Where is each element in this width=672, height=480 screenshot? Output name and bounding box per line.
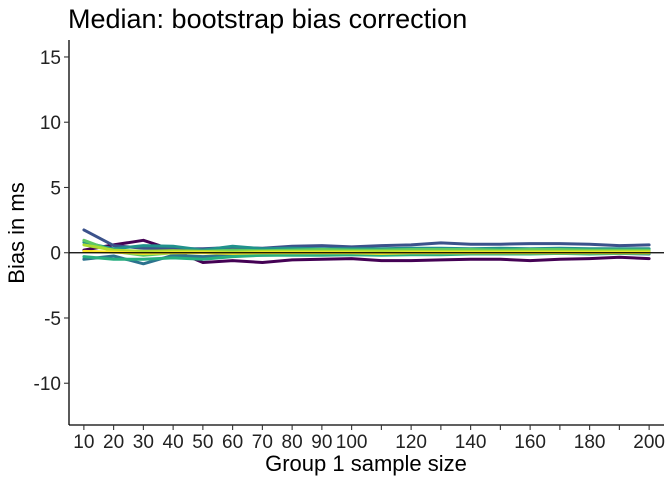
x-tick-label: 30 xyxy=(133,432,154,453)
x-tick-label: 180 xyxy=(574,432,606,453)
x-tick-label: 100 xyxy=(336,432,368,453)
y-axis-title: Bias in ms xyxy=(4,182,29,283)
y-tick-label: -10 xyxy=(34,374,61,395)
series-line-2 xyxy=(82,228,651,251)
x-tick-label: 160 xyxy=(514,432,546,453)
y-tick-label: 0 xyxy=(50,244,61,265)
x-tick-label: 90 xyxy=(311,432,332,453)
y-axis-ticks: -10 -5 0 5 10 15 xyxy=(34,48,69,395)
chart-title: Median: bootstrap bias correction xyxy=(68,4,467,34)
y-tick-label: 15 xyxy=(40,48,61,69)
y-tick-label: 10 xyxy=(40,113,61,134)
series-layer xyxy=(82,228,651,266)
x-axis-title: Group 1 sample size xyxy=(265,451,467,476)
x-tick-label: 20 xyxy=(103,432,124,453)
x-axis-ticks: 10 20 30 40 50 60 70 80 90 100 120 140 160 180 200 xyxy=(73,425,665,453)
y-tick-label: 5 xyxy=(50,178,61,199)
x-tick-label: 80 xyxy=(282,432,303,453)
x-tick-label: 60 xyxy=(222,432,243,453)
x-tick-label: 200 xyxy=(633,432,665,453)
y-tick-label: -5 xyxy=(44,309,61,330)
x-tick-label: 120 xyxy=(395,432,427,453)
x-tick-label: 50 xyxy=(192,432,213,453)
x-tick-label: 10 xyxy=(73,432,94,453)
x-tick-label: 70 xyxy=(252,432,273,453)
x-tick-label: 40 xyxy=(163,432,184,453)
x-tick-label: 140 xyxy=(455,432,487,453)
